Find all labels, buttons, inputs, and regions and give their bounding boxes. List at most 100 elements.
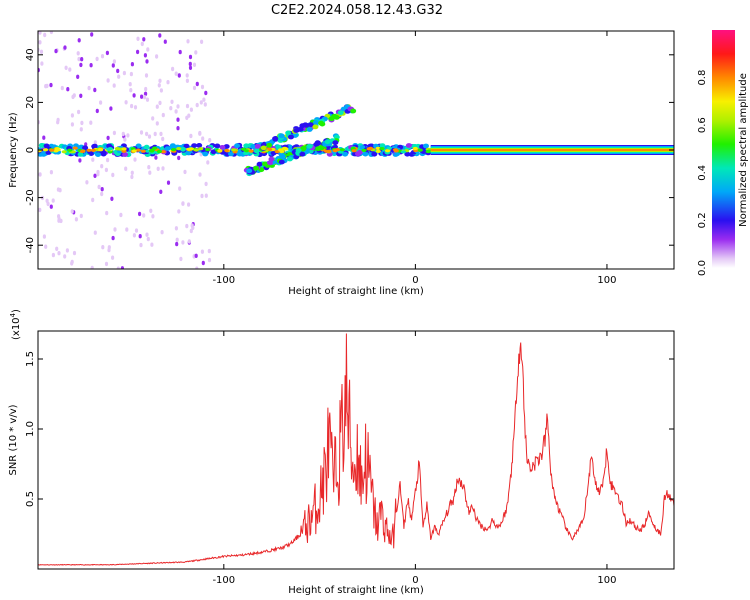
spectrogram-cell (164, 146, 171, 152)
spectrogram-cell (155, 104, 159, 109)
spectrogram-cell (178, 49, 182, 55)
spectrogram-cell (147, 165, 151, 170)
spectrogram-cell (136, 49, 140, 55)
spectrogram-cell (392, 148, 399, 152)
spectrogram-cell (241, 147, 247, 151)
spectrogram-cell (183, 143, 190, 149)
spectrogram-cell (111, 255, 115, 260)
spectrogram-cell (160, 150, 166, 154)
spectrogram-cell (64, 65, 68, 71)
spectrogram-cell (158, 100, 162, 106)
spectrogram-cell (143, 95, 147, 100)
spectrogram-cell (188, 147, 194, 151)
spectrogram-cell (417, 148, 423, 152)
y-tick-label: -40 (25, 237, 36, 253)
spectrogram-cell (60, 85, 64, 91)
spectrogram-cell (70, 122, 74, 127)
spectrogram-cell (371, 151, 378, 157)
spectrogram-cell (144, 73, 149, 78)
spectrogram-cell (111, 172, 115, 178)
spectrogram-cell (79, 213, 83, 219)
spectrogram-cell (90, 32, 94, 37)
spectrogram-cell (145, 131, 149, 137)
spectrogram-cell (72, 146, 78, 150)
spectrogram-cell (63, 45, 67, 50)
spectrogram-cell (76, 74, 80, 80)
spectrogram-cell (124, 100, 128, 105)
spectrogram-cell (142, 213, 146, 218)
spectrogram-cell (194, 50, 198, 55)
snr-scale-close: ) (11, 309, 22, 313)
spectrogram-cell (99, 100, 103, 105)
spectrogram-cell (121, 147, 127, 151)
spectrogram-cell (151, 116, 155, 121)
snr-scale-exponent: 4 (9, 312, 17, 317)
spectrogram-cell (79, 93, 83, 99)
spectrogram-cell (55, 148, 61, 152)
spectrogram-cell (89, 120, 93, 125)
x-tick-label: -100 (212, 575, 235, 586)
spectrogram-cell (112, 130, 116, 136)
spectrogram-y-axis-label: Frequency (Hz) (8, 112, 19, 188)
snr-ticks: -100 0 100 0.5 1.0 1.5 (25, 331, 674, 586)
spectrogram-cell (65, 248, 69, 253)
spectrogram-cell (129, 71, 133, 77)
spectrogram-cell (170, 144, 177, 150)
spectrogram-cell (89, 62, 93, 68)
spectrogram-cell (200, 193, 204, 199)
spectrogram-cell (187, 239, 191, 244)
spectrogram-cell (200, 39, 204, 44)
spectrogram-cell (56, 120, 60, 125)
spectrogram-cell (136, 36, 140, 41)
spectrogram-cell (158, 33, 162, 38)
spectrogram-cell (159, 88, 163, 93)
spectrogram-cell (80, 149, 86, 153)
spectrogram-cell (159, 189, 163, 194)
spectrogram-cell (143, 144, 150, 150)
spectrogram-cell (57, 251, 61, 256)
spectrogram-cell (123, 137, 127, 142)
spectrogram-cell (286, 156, 293, 162)
spectrogram-cell (54, 48, 58, 54)
spectrogram-cell (158, 78, 162, 84)
snr-scale-label: (x104) (9, 309, 22, 340)
spectrogram-cell (106, 78, 110, 83)
spectrogram-cell (51, 198, 55, 203)
spectrogram-cell (196, 143, 203, 148)
spectrogram-cell (180, 146, 186, 152)
spectrogram-cell (171, 148, 177, 152)
spectrogram-cell (147, 134, 152, 139)
spectrogram-cell (362, 151, 369, 157)
spectrogram-cell (43, 148, 49, 152)
spectrogram-cell (404, 151, 411, 157)
y-tick-label: 0 (25, 147, 36, 153)
spectrogram-cell (38, 172, 42, 177)
colorbar-label: Normalized spectral amplitude (738, 73, 749, 227)
spectrogram-cell (272, 136, 279, 142)
spectrogram-cell (266, 142, 273, 148)
spectrogram-cell (339, 148, 345, 152)
spectrogram-cell (355, 151, 361, 157)
spectrogram-cell (260, 145, 267, 151)
spectrogram-x-axis-label: Height of straight line (km) (288, 286, 424, 297)
spectrogram-cell (79, 127, 83, 132)
colorbar-tick-label: 0.6 (697, 117, 708, 133)
spectrogram-cell (38, 143, 45, 148)
spectrogram-cell (43, 32, 47, 38)
spectrogram-image (38, 31, 674, 269)
spectrogram-cell (38, 207, 42, 213)
spectrogram-cell (332, 140, 339, 146)
spectrogram-cell (43, 143, 50, 149)
spectrogram-cell (142, 37, 146, 42)
spectrogram-cell (161, 136, 165, 142)
spectrogram-cell (38, 40, 42, 45)
spectrogram-cell (192, 85, 197, 91)
spectrogram-cell (72, 250, 77, 256)
spectrogram-cell (179, 256, 183, 262)
spectrogram-cell (246, 168, 253, 174)
spectrogram-cell (332, 149, 338, 153)
spectrogram-cell (93, 173, 97, 178)
spectrogram-cell (314, 140, 321, 146)
spectrogram-cell (193, 148, 199, 152)
